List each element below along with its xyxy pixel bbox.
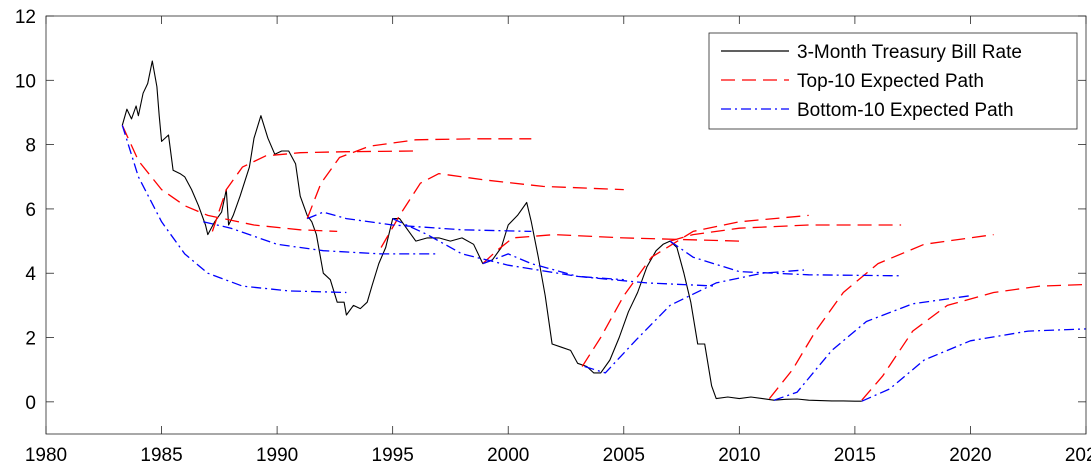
series-1-path-5: [581, 214, 809, 367]
legend-label: Top-10 Expected Path: [797, 71, 984, 92]
y-tick-label: 8: [25, 136, 36, 157]
series-1-path-1: [211, 150, 416, 232]
x-tick-label: 2015: [834, 445, 876, 466]
series-2-path-2: [306, 211, 532, 233]
y-tick-label: 4: [25, 264, 36, 285]
series-1-path-6: [669, 224, 902, 242]
x-tick-label: 1990: [256, 445, 298, 466]
x-tick-label: 2025: [1065, 445, 1091, 466]
y-tick-label: 6: [25, 200, 36, 221]
series-2-path-5: [584, 269, 805, 374]
series-2-path-8: [861, 328, 1087, 402]
series-1-path-8: [861, 283, 1087, 401]
axes-frame: [45, 15, 1087, 435]
series-1-path-3: [380, 172, 624, 248]
x-tick-label: 1995: [372, 445, 414, 466]
legend-label: Bottom-10 Expected Path: [797, 100, 1014, 121]
series-1-path-7: [768, 233, 994, 400]
legend-box: [708, 32, 1078, 130]
y-tick-label: 10: [15, 71, 36, 92]
series-1-path-0: [121, 125, 338, 233]
series-layer: [121, 60, 1087, 402]
series-0-path-0: [121, 60, 862, 402]
series-2-path-4: [482, 253, 717, 287]
x-tick-label: 1980: [25, 445, 67, 466]
legend-label: 3-Month Treasury Bill Rate: [797, 42, 1022, 63]
x-tick-label: 2000: [487, 445, 529, 466]
x-tick-label: 2005: [603, 445, 645, 466]
axes-layer: 1980198519901995200020052010201520202025…: [15, 7, 1091, 466]
y-tick-label: 2: [25, 329, 36, 350]
y-tick-label: 12: [15, 7, 36, 28]
x-tick-label: 1985: [140, 445, 182, 466]
series-2-path-7: [773, 295, 971, 401]
x-tick-label: 2010: [718, 445, 760, 466]
x-tick-label: 2020: [949, 445, 991, 466]
series-1-path-4: [482, 233, 740, 265]
legend: 3-Month Treasury Bill Rate Top-10 Expecte…: [708, 32, 1078, 130]
series-2-path-0: [121, 125, 347, 294]
series-2-path-1: [203, 221, 439, 255]
y-tick-label: 0: [25, 393, 36, 414]
